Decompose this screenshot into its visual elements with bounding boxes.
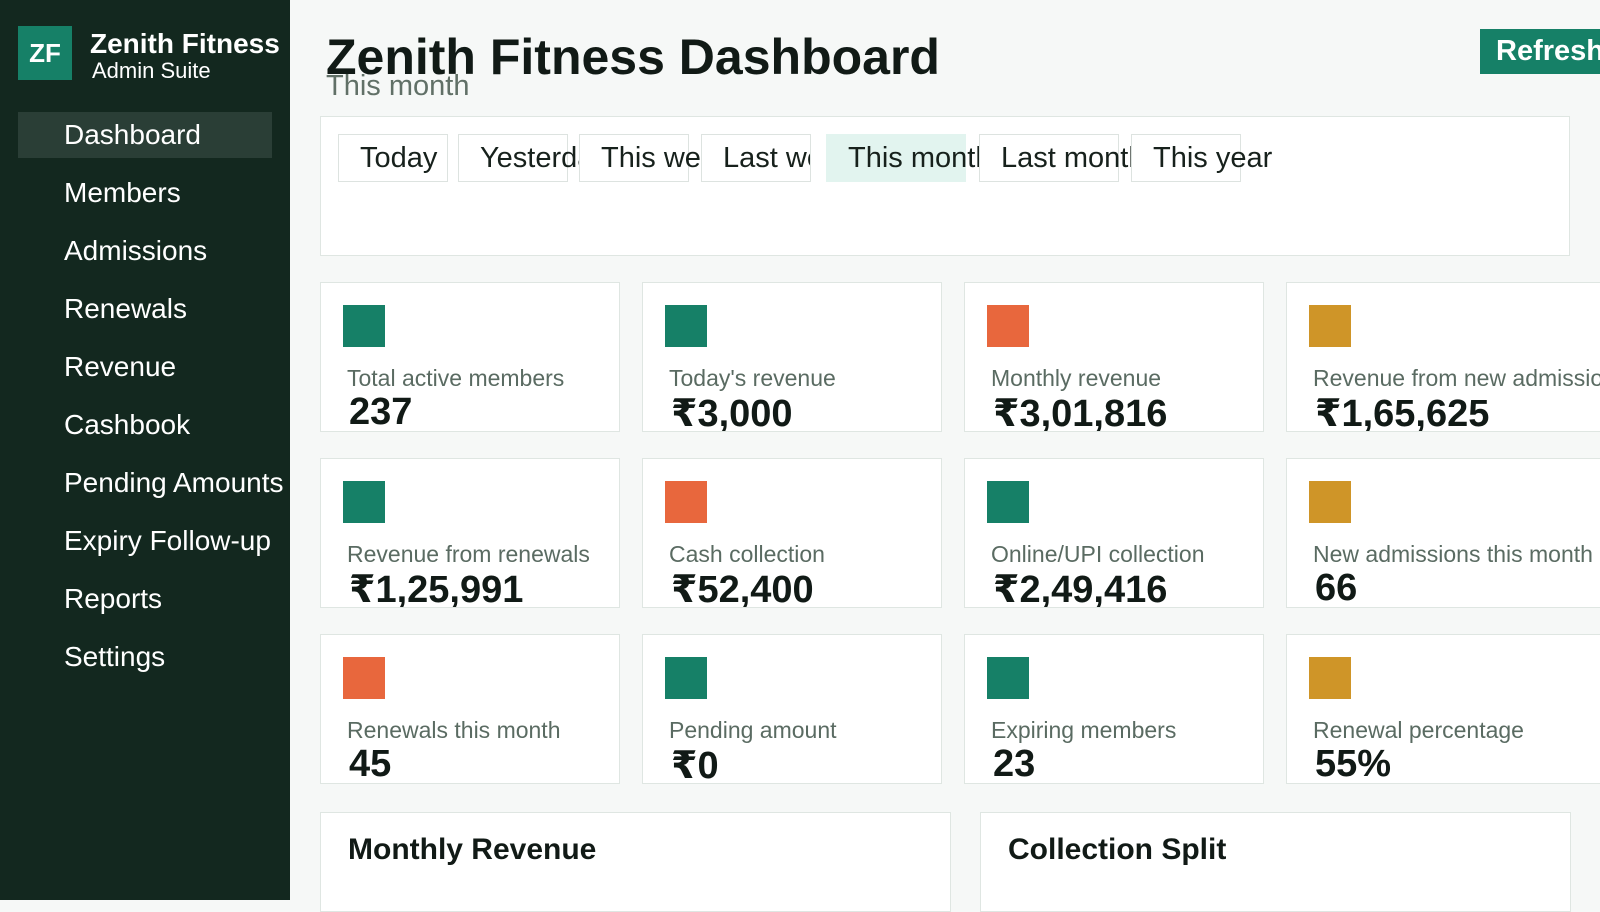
stat-value: 66: [1315, 567, 1358, 608]
page-subtitle: This month: [326, 70, 470, 102]
stat-label: Renewals this month: [347, 717, 561, 743]
sidebar: ZF Zenith Fitness Admin Suite Dashboard …: [0, 0, 290, 900]
stat-card-new-admissions: New admissions this month 66: [1286, 458, 1600, 608]
stat-icon: [343, 657, 385, 699]
stat-card-renewals-this-month: Renewals this month 45: [320, 634, 620, 784]
stat-label: Expiring members: [991, 717, 1177, 743]
stat-icon: [987, 305, 1029, 347]
sidebar-item-reports[interactable]: Reports: [64, 583, 163, 614]
monthly-revenue-title: Monthly Revenue: [348, 833, 597, 866]
sidebar-item-cashbook[interactable]: Cashbook: [64, 409, 191, 440]
stat-card-online-upi-collection: Online/UPI collection ₹2,49,416: [964, 458, 1264, 608]
stat-label: Revenue from renewals: [347, 541, 590, 567]
stat-icon: [343, 481, 385, 523]
stat-value: ₹3,000: [671, 393, 793, 432]
sidebar-item-expiry-follow-up[interactable]: Expiry Follow-up: [64, 525, 271, 556]
stat-icon: [987, 657, 1029, 699]
brand-name: Zenith Fitness: [90, 28, 280, 59]
stat-label: Renewal percentage: [1313, 717, 1524, 743]
stat-value: 55%: [1315, 743, 1392, 784]
stat-label: New admissions this month: [1313, 541, 1593, 567]
stat-icon: [665, 657, 707, 699]
stat-value: 237: [349, 391, 413, 432]
stat-value: ₹0: [671, 745, 719, 784]
stat-card-renewal-percentage: Renewal percentage 55%: [1286, 634, 1600, 784]
stat-value: ₹1,25,991: [349, 569, 524, 608]
sidebar-item-dashboard[interactable]: Dashboard: [18, 112, 272, 158]
sidebar-item-admissions[interactable]: Admissions: [64, 235, 208, 266]
stat-value: 45: [349, 743, 392, 784]
filter-chip-today[interactable]: Today: [338, 134, 448, 182]
stat-card-revenue-new-admissions: Revenue from new admissions ₹1,65,625: [1286, 282, 1600, 432]
sidebar-item-settings[interactable]: Settings: [64, 641, 166, 672]
filter-chip-last-week[interactable]: Last week: [701, 134, 811, 182]
page-title: Zenith Fitness Dashboard: [326, 29, 940, 85]
sidebar-item-revenue[interactable]: Revenue: [64, 351, 177, 382]
stat-value: ₹3,01,816: [993, 393, 1168, 432]
stat-label: Cash collection: [669, 541, 825, 567]
stat-icon: [343, 305, 385, 347]
stat-card-cash-collection: Cash collection ₹52,400: [642, 458, 942, 608]
stat-value: ₹52,400: [671, 569, 814, 608]
filter-chip-last-month[interactable]: Last month: [979, 134, 1144, 182]
stat-icon: [665, 305, 707, 347]
stat-icon: [1309, 657, 1351, 699]
stat-label: Online/UPI collection: [991, 541, 1205, 567]
sidebar-item-members[interactable]: Members: [64, 177, 181, 208]
filter-chip-this-year[interactable]: This year: [1131, 134, 1272, 182]
stat-value: ₹1,65,625: [1315, 393, 1490, 432]
sidebar-item-renewals[interactable]: Renewals: [64, 293, 187, 324]
stat-label: Revenue from new admissions: [1313, 365, 1600, 391]
stat-value: ₹2,49,416: [993, 569, 1168, 608]
stat-icon: [665, 481, 707, 523]
filter-chip-yesterday[interactable]: Yesterday: [458, 134, 608, 182]
stat-label: Total active members: [347, 365, 565, 391]
brand-subtitle: Admin Suite: [92, 58, 211, 83]
stat-card-total-active-members: Total active members 237: [320, 282, 620, 432]
sidebar-item-pending-amounts[interactable]: Pending Amounts: [64, 467, 284, 498]
brand-logo: ZF: [18, 26, 72, 80]
stat-icon: [987, 481, 1029, 523]
stat-card-todays-revenue: Today's revenue ₹3,000: [642, 282, 942, 432]
collection-split-title: Collection Split: [1008, 833, 1227, 866]
stat-icon: [1309, 305, 1351, 347]
stat-label: Monthly revenue: [991, 365, 1162, 391]
sidebar-nav: Dashboard Members Admissions Renewals Re…: [18, 112, 290, 692]
stat-value: 23: [993, 743, 1036, 784]
refresh-button[interactable]: Refresh: [1480, 29, 1600, 74]
stat-card-monthly-revenue: Monthly revenue ₹3,01,816: [964, 282, 1264, 432]
date-range-filter: Today Yesterday This week Last week This…: [320, 116, 1570, 256]
filter-chip-this-month[interactable]: This month: [826, 134, 991, 182]
stat-label: Today's revenue: [669, 365, 836, 391]
stat-card-pending-amount: Pending amount ₹0: [642, 634, 942, 784]
stat-card-revenue-renewals: Revenue from renewals ₹1,25,991: [320, 458, 620, 608]
stat-label: Pending amount: [669, 717, 837, 743]
collection-split-panel: Collection Split: [980, 812, 1571, 912]
stat-card-expiring-members: Expiring members 23: [964, 634, 1264, 784]
stat-icon: [1309, 481, 1351, 523]
monthly-revenue-panel: Monthly Revenue: [320, 812, 951, 912]
filter-chip-this-week[interactable]: This week: [579, 134, 732, 182]
